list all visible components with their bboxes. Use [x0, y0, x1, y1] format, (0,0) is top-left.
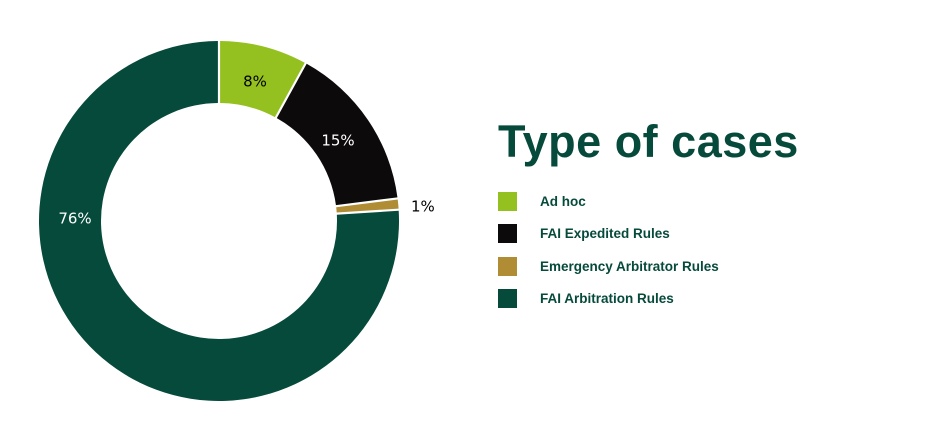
legend-item-fai-arbitration-rules: FAI Arbitration Rules	[498, 288, 719, 308]
legend-item-ad-hoc: Ad hoc	[498, 192, 719, 211]
chart-legend: Ad hoc FAI Expedited Rules Emergency Arb…	[498, 192, 719, 321]
legend-swatch-fai-arbitration-rules	[498, 288, 517, 308]
chart-title: Type of cases	[498, 116, 799, 167]
donut-slice-ad-hoc	[220, 41, 305, 118]
donut-slice-emergency-arbitrator-rules	[336, 199, 399, 213]
slice-value-label: 15%	[321, 132, 354, 150]
legend-label-fai-expedited-rules: FAI Expedited Rules	[540, 226, 670, 242]
legend-label-fai-arbitration-rules: FAI Arbitration Rules	[540, 290, 674, 306]
legend-swatch-fai-expedited-rules	[498, 224, 517, 244]
donut-slice-fai-arbitration-rules	[39, 41, 399, 402]
slice-value-label: 8%	[243, 73, 267, 91]
legend-item-emergency-arbitrator-rules: Emergency Arbitrator Rules	[498, 256, 719, 276]
legend-swatch-ad-hoc	[498, 192, 517, 211]
donut-slice-labels: 8% 15% 1% 76%	[58, 73, 434, 228]
legend-label-ad-hoc: Ad hoc	[540, 194, 586, 209]
donut-slice-fai-expedited-rules	[276, 63, 398, 206]
legend-swatch-emergency-arbitrator-rules	[498, 256, 517, 276]
slice-value-label: 76%	[58, 210, 91, 228]
legend-label-emergency-arbitrator-rules: Emergency Arbitrator Rules	[540, 258, 719, 274]
slice-value-label: 1%	[411, 198, 435, 216]
donut-slices	[39, 41, 399, 402]
legend-item-fai-expedited-rules: FAI Expedited Rules	[498, 224, 719, 244]
